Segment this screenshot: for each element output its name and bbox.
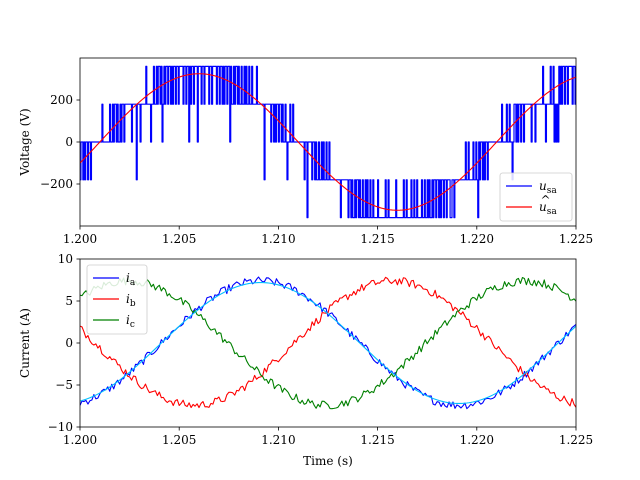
x-tick-label: 1.205 — [162, 232, 196, 246]
x-tick-label: 1.220 — [460, 433, 494, 447]
series-line-u-sa — [80, 65, 576, 219]
voltage-plot: 1.200 1.205 1.210 1.215 1.220 1.225 −200 0 200 Vo… — [18, 57, 593, 246]
legend-entry: ia — [126, 271, 136, 288]
x-tick-label: 1.205 — [162, 433, 196, 447]
legend-entry: usa — [539, 179, 557, 196]
y-tick-label: −200 — [40, 177, 73, 191]
y-tick-label: −10 — [48, 420, 73, 434]
series-line---sa — [80, 73, 576, 211]
x-tick-label: 1.215 — [360, 433, 394, 447]
x-tick-label: 1.220 — [460, 232, 494, 246]
y-tick-label: 0 — [65, 336, 73, 350]
legend: ia ib ic — [86, 264, 148, 335]
series-group — [80, 276, 576, 410]
x-tick-label: 1.225 — [559, 232, 593, 246]
y-tick-label: 5 — [65, 294, 73, 308]
x-axis-label: Time (s) — [303, 454, 353, 468]
y-tick-label: −5 — [55, 378, 73, 392]
legend-entry: ib — [126, 292, 136, 309]
legend-hat-mark: ^ — [541, 193, 551, 207]
legend-entry: usa — [539, 200, 557, 217]
legend-entry: ic — [126, 313, 135, 330]
x-tick-label: 1.200 — [63, 433, 97, 447]
legend-box — [499, 172, 573, 222]
x-tick-label: 1.210 — [261, 433, 295, 447]
series-line-i-b — [80, 276, 576, 409]
legend: usa usa^ — [499, 172, 573, 222]
series-line-i-c — [80, 276, 576, 410]
y-tick-label: 0 — [65, 135, 73, 149]
x-tick-label: 1.210 — [261, 232, 295, 246]
y-tick-label: 10 — [58, 252, 73, 266]
x-tick-label: 1.225 — [559, 433, 593, 447]
series-group — [80, 65, 576, 219]
y-axis-label: Voltage (V) — [18, 108, 32, 176]
y-axis-label: Current (A) — [18, 308, 32, 378]
current-plot: 1.200 1.205 1.210 1.215 1.220 1.225 −10 −5 0 5 10 C… — [18, 252, 593, 468]
y-tick-label: 200 — [50, 93, 73, 107]
x-tick-label: 1.200 — [63, 232, 97, 246]
x-tick-label: 1.215 — [360, 232, 394, 246]
series-line-i-a-ref — [80, 281, 576, 405]
